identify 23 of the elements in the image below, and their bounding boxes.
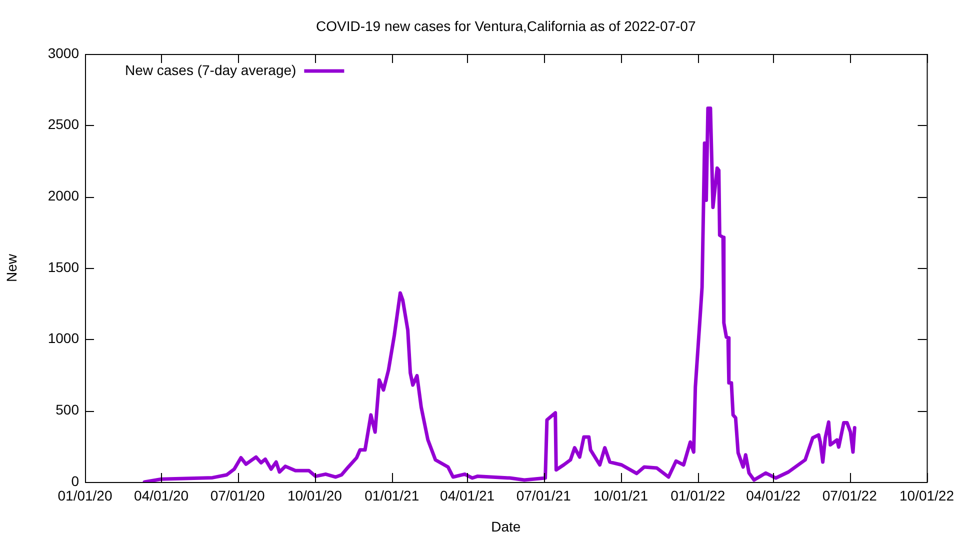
y-tick-label: 1000 <box>48 330 80 346</box>
x-tick-label: 01/01/22 <box>670 487 726 504</box>
x-tick-label: 04/01/20 <box>134 487 189 504</box>
x-tick-label: 04/01/22 <box>746 487 801 504</box>
x-tick-label: 10/01/21 <box>593 487 648 504</box>
y-tick-label: 500 <box>56 402 80 418</box>
x-tick-label: 04/01/21 <box>440 487 495 504</box>
x-tick-label: 10/01/20 <box>287 487 342 504</box>
y-tick-label: 2500 <box>48 116 80 132</box>
chart-title: COVID-19 new cases for Ventura,California as of 2022-07-07 <box>316 18 696 34</box>
x-axis-title: Date <box>491 518 521 534</box>
y-tick-label: 1500 <box>48 258 80 275</box>
x-tick-label: 01/01/21 <box>364 487 420 504</box>
x-tick-label: 01/01/20 <box>58 487 112 504</box>
x-tick-label: 07/01/22 <box>822 487 878 504</box>
y-tick-label: 2000 <box>48 188 80 204</box>
x-tick-label: 07/01/21 <box>516 487 572 504</box>
y-tick-label: 3000 <box>48 44 80 61</box>
legend-label: New cases (7-day average) <box>125 62 296 78</box>
y-tick-label: 0 <box>71 472 80 489</box>
x-tick-label: 07/01/20 <box>210 487 266 504</box>
y-axis-title: New <box>3 253 20 282</box>
x-tick-label: 10/01/22 <box>900 487 954 504</box>
